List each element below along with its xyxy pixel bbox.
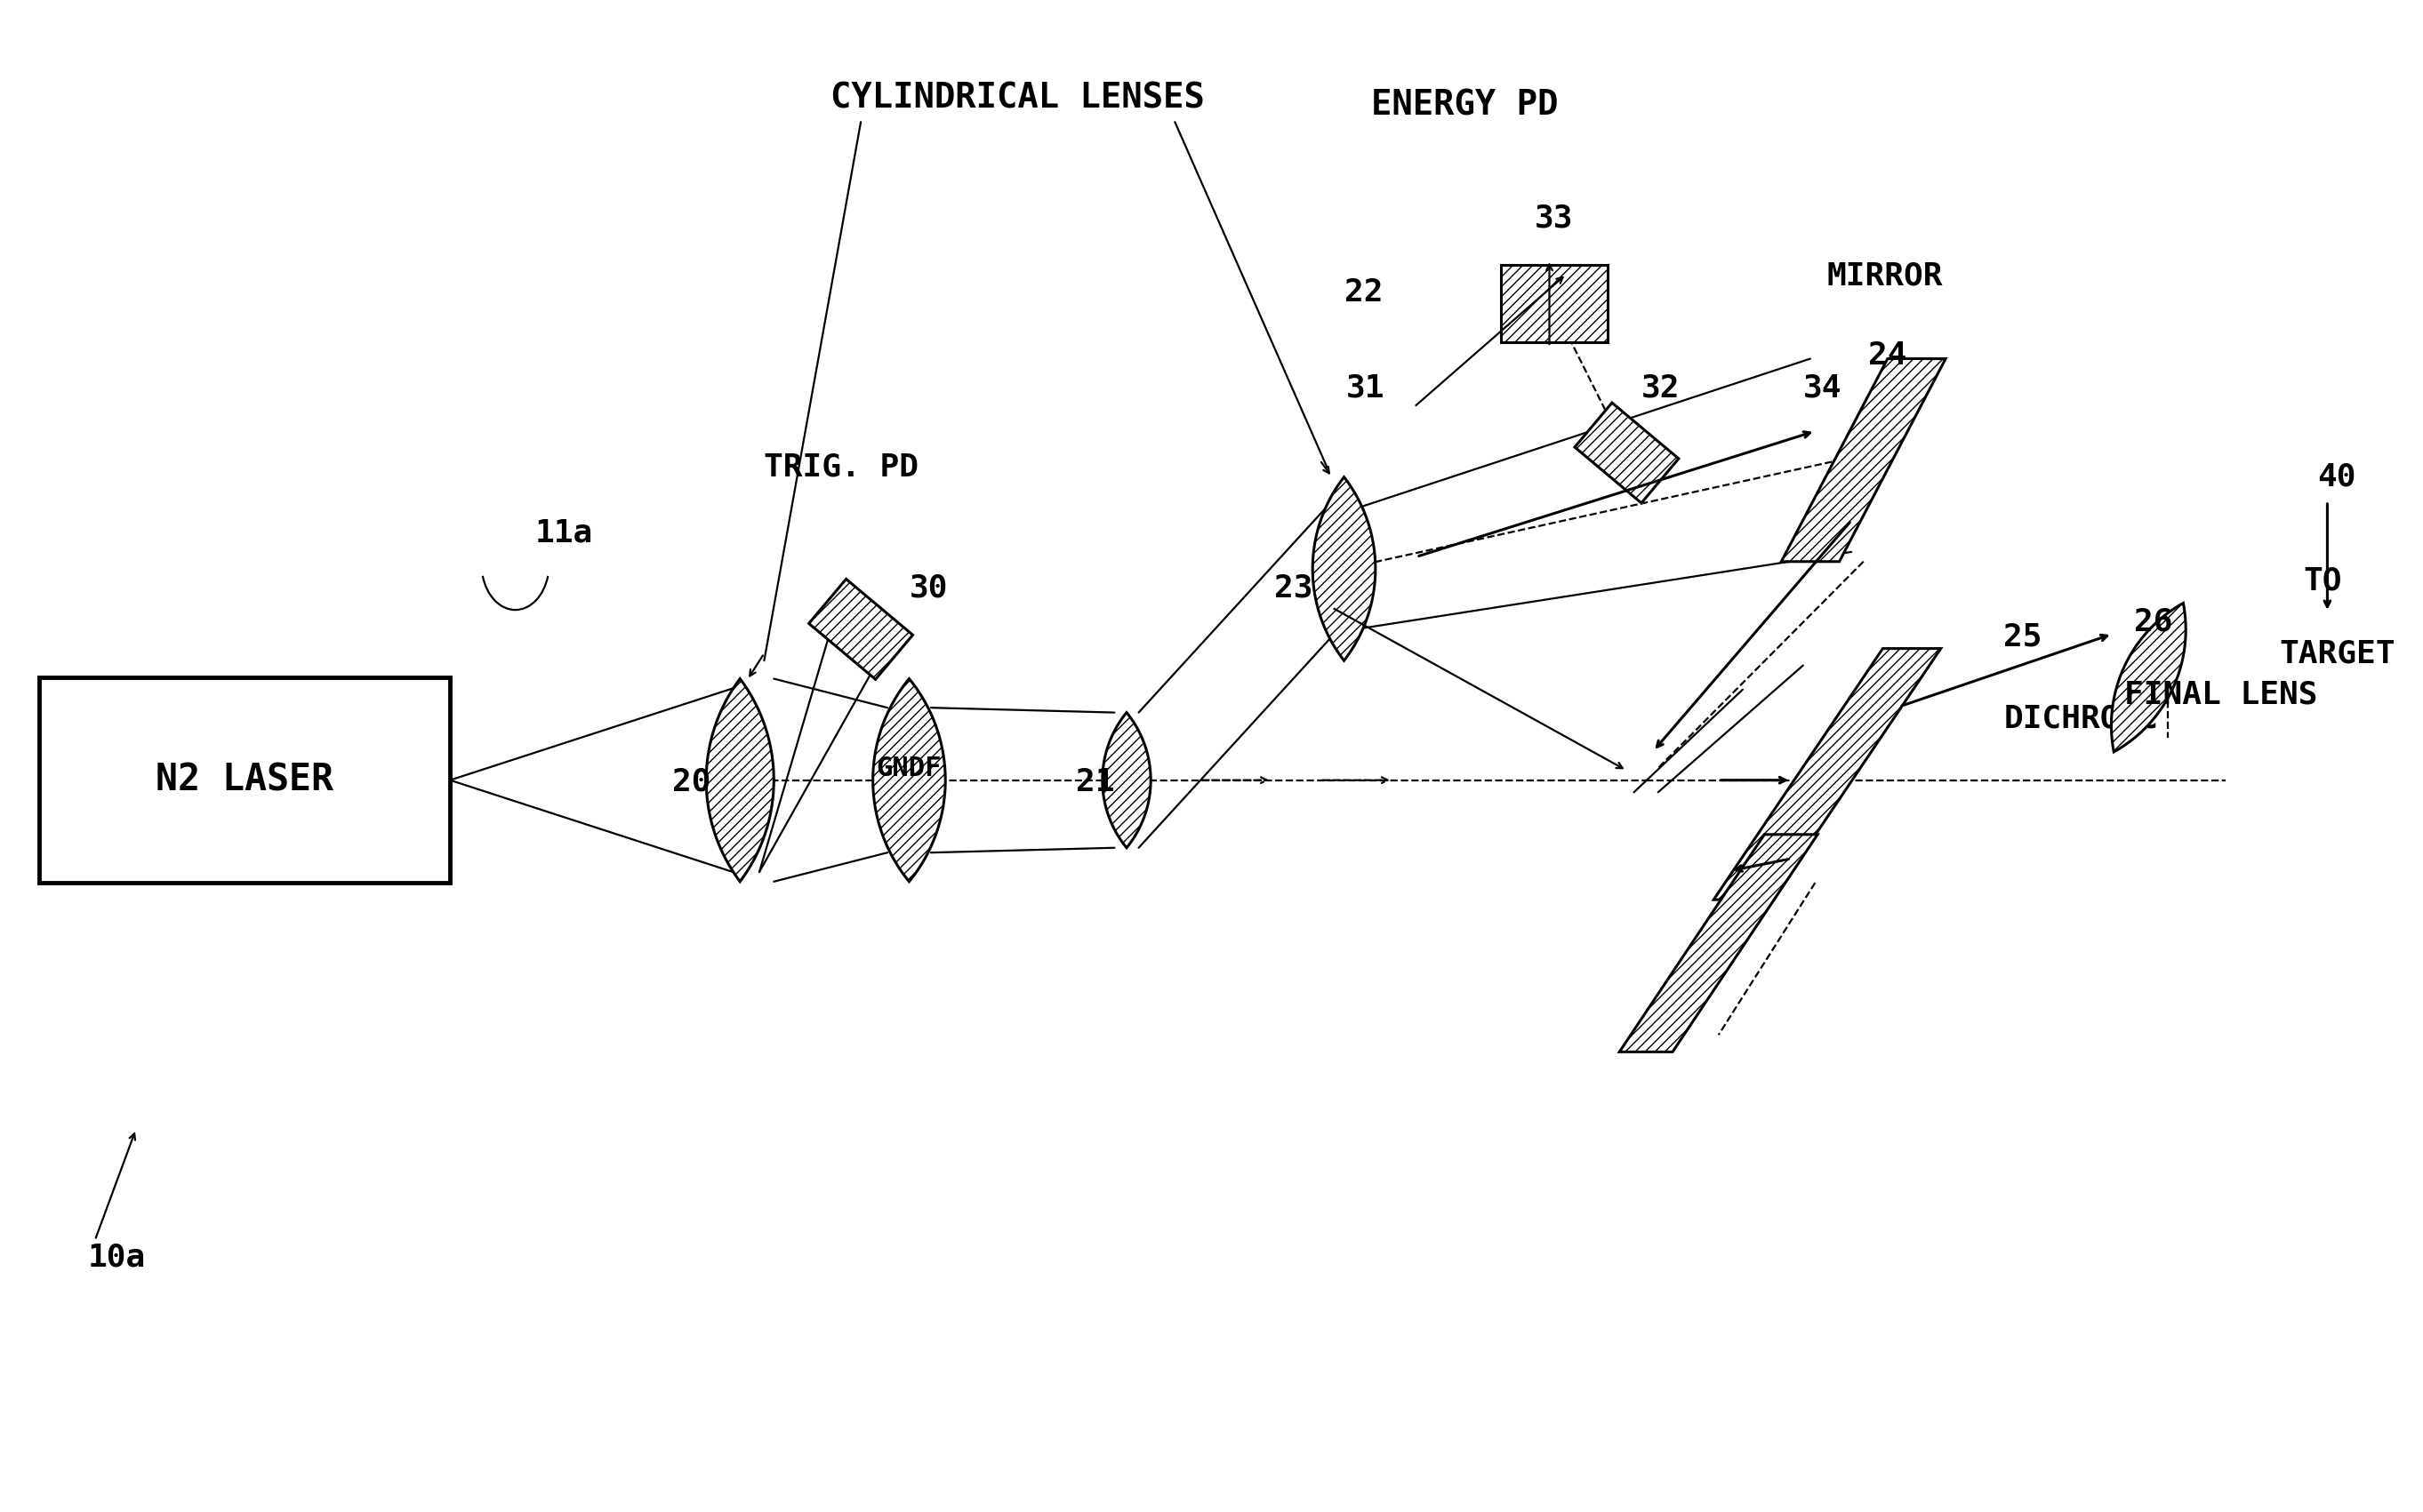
Polygon shape [1502, 265, 1606, 342]
Text: MIRROR: MIRROR [1827, 262, 1943, 292]
Text: CYLINDRICAL LENSES: CYLINDRICAL LENSES [831, 82, 1204, 115]
Text: 22: 22 [1345, 278, 1384, 308]
Text: 34: 34 [1803, 372, 1841, 402]
Text: ENERGY PD: ENERGY PD [1371, 88, 1558, 122]
Text: GNDF: GNDF [877, 754, 943, 782]
Text: 23: 23 [1274, 573, 1313, 603]
Text: 31: 31 [1347, 372, 1386, 402]
Text: 40: 40 [2319, 463, 2355, 491]
Text: TO: TO [2304, 565, 2343, 596]
Text: DICHROIC: DICHROIC [2004, 703, 2159, 733]
Polygon shape [2110, 603, 2186, 751]
Text: TARGET: TARGET [2280, 638, 2394, 668]
Text: 11a: 11a [535, 517, 594, 547]
Text: 25: 25 [2004, 621, 2043, 652]
Text: 30: 30 [909, 573, 947, 603]
Text: 10a: 10a [87, 1241, 145, 1272]
Polygon shape [1781, 358, 1946, 561]
Text: N2 LASER: N2 LASER [155, 762, 334, 798]
Polygon shape [1619, 835, 1817, 1052]
Polygon shape [1102, 712, 1151, 848]
Text: 26: 26 [2135, 606, 2173, 637]
Text: FINAL LENS: FINAL LENS [2125, 679, 2319, 709]
Text: 24: 24 [1868, 340, 1907, 370]
Polygon shape [809, 579, 913, 679]
Text: TRIG. PD: TRIG. PD [763, 452, 918, 482]
Polygon shape [705, 679, 773, 881]
Text: 33: 33 [1534, 204, 1573, 234]
Text: 20: 20 [671, 767, 710, 797]
FancyBboxPatch shape [39, 677, 451, 883]
Polygon shape [1313, 478, 1376, 661]
Text: 21: 21 [1076, 767, 1115, 797]
Polygon shape [1713, 649, 1941, 900]
Polygon shape [872, 679, 945, 881]
Polygon shape [1575, 402, 1679, 503]
Text: 32: 32 [1640, 372, 1679, 402]
